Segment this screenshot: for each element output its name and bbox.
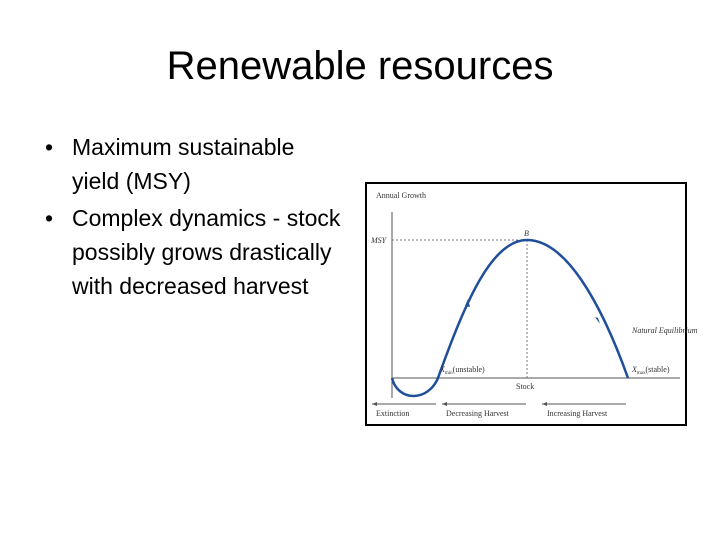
msy-label: MSY — [370, 236, 388, 245]
arrow-head — [542, 402, 547, 406]
y-axis-label: Annual Growth — [376, 191, 426, 200]
bullet: Complex dynamics - stock possibly grows … — [45, 201, 347, 303]
figure-frame — [365, 182, 687, 426]
x-axis-label: Stock — [516, 382, 534, 391]
region-label: Decreasing Harvest — [446, 409, 510, 418]
arrow-head — [372, 402, 377, 406]
region-label: Increasing Harvest — [547, 409, 608, 418]
unstable-label: Xmin(unstable) — [439, 365, 485, 376]
slide-title: Renewable resources — [166, 44, 554, 88]
growth-curve — [390, 238, 630, 398]
equilibrium-label: Natural Equilibrium — [631, 326, 698, 335]
peak-label: B — [524, 229, 529, 238]
region-label: Extinction — [376, 409, 409, 418]
stable-label: Xmax(stable) — [631, 365, 670, 376]
arrow-head — [442, 402, 447, 406]
curve-arrow — [595, 317, 600, 324]
curve-arrow — [465, 299, 470, 307]
bullet-list: Maximum sustainable yield (MSY) Complex … — [45, 130, 347, 306]
bullet: Maximum sustainable yield (MSY) — [45, 130, 347, 198]
